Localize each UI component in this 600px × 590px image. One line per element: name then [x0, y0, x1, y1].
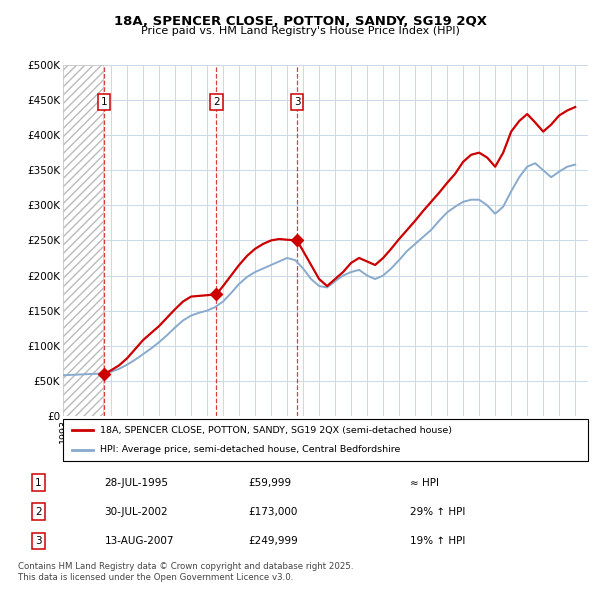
Text: 30-JUL-2002: 30-JUL-2002 — [104, 507, 168, 517]
FancyBboxPatch shape — [63, 419, 588, 461]
Text: 18A, SPENCER CLOSE, POTTON, SANDY, SG19 2QX: 18A, SPENCER CLOSE, POTTON, SANDY, SG19 … — [113, 15, 487, 28]
Text: 28-JUL-1995: 28-JUL-1995 — [104, 477, 169, 487]
Text: £59,999: £59,999 — [248, 477, 292, 487]
Text: £249,999: £249,999 — [248, 536, 298, 546]
Text: 19% ↑ HPI: 19% ↑ HPI — [410, 536, 465, 546]
Text: Contains HM Land Registry data © Crown copyright and database right 2025.
This d: Contains HM Land Registry data © Crown c… — [18, 562, 353, 582]
Text: 13-AUG-2007: 13-AUG-2007 — [104, 536, 174, 546]
Text: 3: 3 — [35, 536, 41, 546]
Text: 18A, SPENCER CLOSE, POTTON, SANDY, SG19 2QX (semi-detached house): 18A, SPENCER CLOSE, POTTON, SANDY, SG19 … — [100, 426, 452, 435]
Text: HPI: Average price, semi-detached house, Central Bedfordshire: HPI: Average price, semi-detached house,… — [100, 445, 400, 454]
Text: 2: 2 — [35, 507, 41, 517]
Text: Price paid vs. HM Land Registry's House Price Index (HPI): Price paid vs. HM Land Registry's House … — [140, 27, 460, 36]
Text: £173,000: £173,000 — [248, 507, 298, 517]
Text: 1: 1 — [101, 97, 107, 107]
Text: 3: 3 — [293, 97, 301, 107]
Text: 29% ↑ HPI: 29% ↑ HPI — [410, 507, 465, 517]
Text: ≈ HPI: ≈ HPI — [410, 477, 439, 487]
Text: 1: 1 — [35, 477, 41, 487]
Text: 2: 2 — [213, 97, 220, 107]
